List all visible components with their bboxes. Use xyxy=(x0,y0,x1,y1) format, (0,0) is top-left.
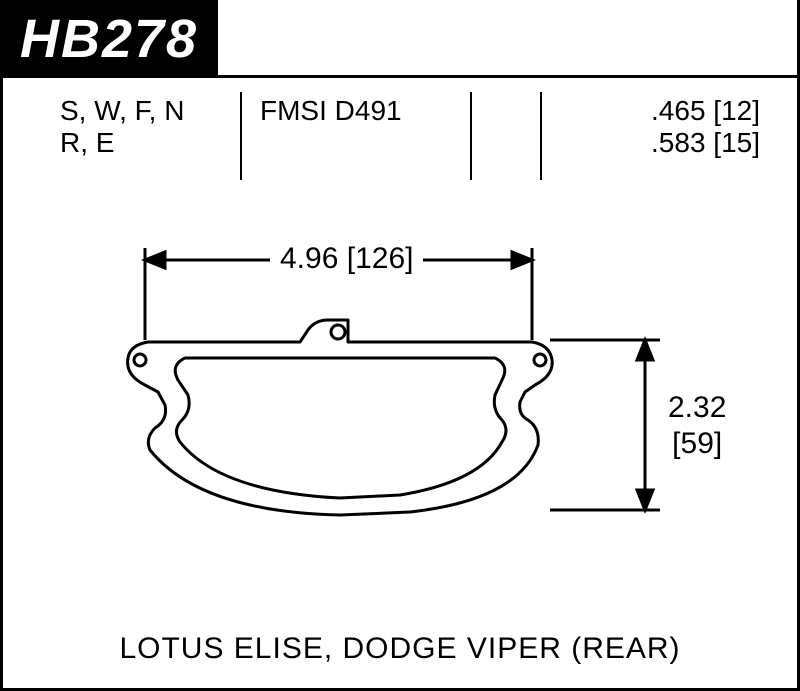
height-in: 2.32 xyxy=(668,390,726,426)
fmsi-col: FMSI D491 xyxy=(260,95,402,127)
fmsi: FMSI D491 xyxy=(260,95,402,127)
width-in: 4.96 xyxy=(280,242,338,275)
height-label: 2.32 [59] xyxy=(668,390,726,462)
pad-outline xyxy=(128,320,553,515)
spec-row: S, W, F, N R, E FMSI D491 .465 [12] .583… xyxy=(0,95,800,180)
caption: LOTUS ELISE, DODGE VIPER (REAR) xyxy=(0,632,800,666)
height-mm: [59] xyxy=(668,426,726,462)
vsep-2 xyxy=(470,92,472,180)
thickness2: .583 [15] xyxy=(560,127,760,159)
height-dimension xyxy=(550,340,660,510)
vsep-3 xyxy=(540,92,542,180)
grades-col: S, W, F, N R, E xyxy=(60,95,184,159)
thickness-col: .465 [12] .583 [15] xyxy=(560,95,760,159)
grades-line2: R, E xyxy=(60,127,184,159)
divider-top xyxy=(0,75,800,78)
vsep-1 xyxy=(240,92,242,180)
width-mm: [126] xyxy=(347,242,414,275)
grades-line1: S, W, F, N xyxy=(60,95,184,127)
width-label: 4.96 [126] xyxy=(270,242,423,276)
thickness1: .465 [12] xyxy=(560,95,760,127)
